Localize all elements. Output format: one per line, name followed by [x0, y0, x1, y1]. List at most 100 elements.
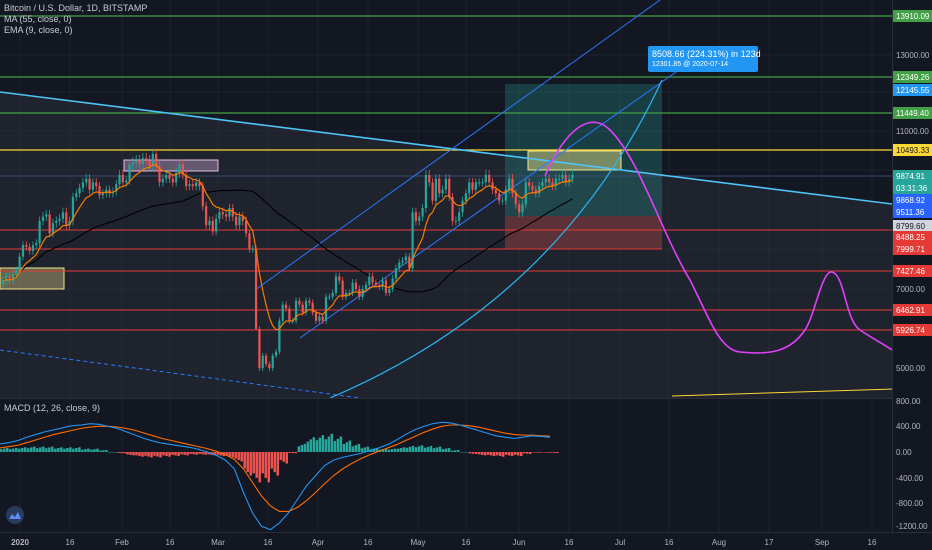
- macd-histogram-bar: [177, 452, 180, 457]
- macd-histogram-bar: [270, 452, 273, 469]
- price-marker[interactable]: [892, 324, 932, 336]
- candle-body: [318, 316, 321, 321]
- macd-histogram-bar: [438, 446, 442, 452]
- macd-histogram-bar: [213, 452, 216, 456]
- ema-legend[interactable]: EMA (9, close, 0): [4, 25, 73, 35]
- candle-body: [65, 212, 68, 226]
- macd-histogram-bar: [228, 452, 231, 457]
- price-marker[interactable]: [892, 194, 932, 206]
- candle-body: [41, 216, 45, 221]
- price-marker[interactable]: [892, 170, 932, 182]
- candle-body: [35, 243, 38, 246]
- candle-body: [261, 355, 264, 368]
- price-marker-label: 6462.91: [896, 306, 925, 315]
- candle-body: [45, 214, 48, 217]
- candle-body: [118, 174, 121, 185]
- candle-body: [484, 174, 487, 183]
- price-marker[interactable]: [892, 304, 932, 316]
- macd-histogram-bar: [510, 452, 514, 457]
- candle-body: [324, 296, 328, 321]
- macd-histogram-bar: [525, 452, 529, 454]
- macd-histogram-bar: [465, 452, 469, 453]
- candle-body: [31, 245, 35, 251]
- macd-histogram-bar: [396, 448, 400, 452]
- macd-histogram-bar: [9, 449, 12, 452]
- macd-histogram-bar: [462, 452, 466, 453]
- tradingview-logo-icon[interactable]: [6, 506, 24, 524]
- macd-legend[interactable]: MACD (12, 26, close, 9): [4, 403, 101, 413]
- channel-upper: [254, 0, 661, 291]
- candle-body: [518, 204, 521, 213]
- price-marker[interactable]: [892, 144, 932, 156]
- ma-legend[interactable]: MA (55, close, 0): [4, 14, 72, 24]
- candle-body: [334, 276, 338, 293]
- candle-body: [421, 208, 424, 217]
- price-marker[interactable]: [892, 231, 932, 243]
- candle-body: [364, 284, 368, 289]
- macd-histogram-bar: [450, 450, 454, 452]
- price-marker[interactable]: [892, 10, 932, 22]
- macd-histogram-bar: [138, 452, 141, 457]
- macd-histogram-bar: [234, 452, 237, 459]
- time-tick-label: 16: [264, 538, 273, 547]
- candle-body: [438, 178, 441, 194]
- candle-body: [284, 304, 288, 309]
- candle-body: [238, 216, 241, 226]
- candle-body: [564, 174, 567, 183]
- candle-body: [268, 363, 271, 368]
- candle-body: [258, 329, 261, 368]
- candle-body: [48, 214, 51, 234]
- macd-histogram-bar: [69, 447, 72, 452]
- candle-body: [101, 193, 104, 196]
- candle-body: [288, 308, 291, 321]
- projection-curve: [544, 121, 892, 354]
- macd-histogram-bar: [192, 452, 195, 455]
- time-tick-label: 16: [565, 538, 574, 547]
- time-tick-label: Apr: [312, 538, 325, 547]
- candle-body: [551, 182, 554, 187]
- macd-histogram-bar: [135, 452, 138, 456]
- candle-body: [374, 282, 378, 285]
- time-tick-label: 16: [868, 538, 877, 547]
- candle-body: [461, 200, 464, 213]
- price-marker[interactable]: [892, 84, 932, 96]
- candle-body: [178, 164, 181, 173]
- candle-body: [201, 186, 204, 207]
- price-marker[interactable]: [892, 220, 932, 232]
- candle-body: [211, 220, 214, 232]
- symbol-title[interactable]: Bitcoin / U.S. Dollar, 1D, BITSTAMP: [4, 3, 148, 13]
- macd-histogram-bar: [84, 449, 87, 452]
- macd-histogram-bar: [129, 452, 132, 455]
- macd-histogram-bar: [333, 441, 337, 452]
- candle-body: [388, 289, 391, 293]
- price-marker[interactable]: [892, 243, 932, 255]
- time-axis[interactable]: 2020 16 Feb 16 Mar 16 Apr 16 May 16 Jun 16 Jul 16 Aug 1…: [0, 532, 932, 550]
- price-tick-label: 5000.00: [896, 364, 925, 373]
- macd-histogram-bar: [153, 452, 156, 456]
- price-axis[interactable]: 13000.0011000.009000.007000.006000.00500…: [892, 0, 932, 532]
- macd-histogram-bar: [480, 452, 484, 455]
- candle-body: [408, 256, 411, 269]
- price-marker[interactable]: [892, 71, 932, 83]
- wedge-area: [0, 92, 892, 398]
- price-marker[interactable]: [892, 107, 932, 119]
- price-marker-label: 13910.09: [896, 12, 930, 21]
- candle-body: [441, 189, 444, 194]
- candle-body: [568, 178, 571, 183]
- macd-histogram-bar: [18, 448, 21, 452]
- macd-histogram-bar: [252, 452, 255, 474]
- macd-histogram-bar: [243, 452, 246, 469]
- candle-body: [151, 153, 154, 167]
- macd-histogram-bar: [30, 447, 33, 452]
- candle-body: [398, 262, 401, 269]
- top-box-feb: [123, 159, 219, 172]
- candle-body: [161, 178, 164, 183]
- macd-histogram-bar: [6, 447, 9, 452]
- macd-histogram-bar: [21, 447, 24, 452]
- price-marker[interactable]: [892, 265, 932, 277]
- price-marker[interactable]: [892, 206, 932, 218]
- macd-histogram-bar: [321, 435, 325, 452]
- candle-body: [251, 248, 254, 250]
- macd-histogram-bar: [78, 447, 81, 452]
